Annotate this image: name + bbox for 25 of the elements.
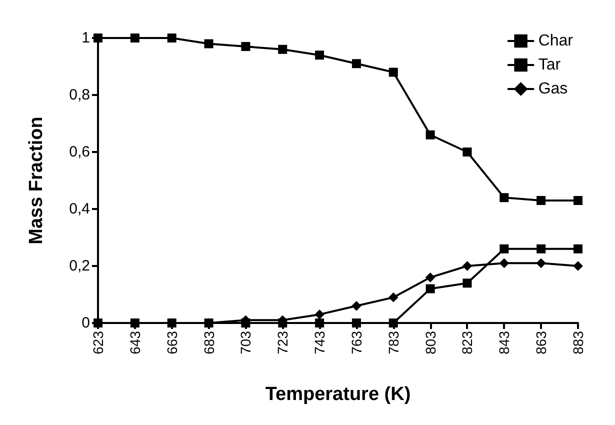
x-tick-label: 783 bbox=[385, 330, 402, 354]
y-tick-label: 0,6 bbox=[69, 144, 90, 160]
x-tick-label: 803 bbox=[422, 330, 438, 354]
x-tick-label: 863 bbox=[533, 330, 550, 354]
x-tick-label: 663 bbox=[164, 330, 180, 354]
legend-label: Char bbox=[538, 32, 574, 50]
x-tick-label: 643 bbox=[126, 330, 143, 354]
x-tick-label: 683 bbox=[200, 330, 217, 354]
x-tick-label: 703 bbox=[238, 330, 254, 354]
legend-label: Tar bbox=[538, 56, 562, 74]
x-tick-label: 723 bbox=[274, 330, 291, 354]
x-tick-label: 623 bbox=[90, 330, 106, 354]
x-tick-label: 883 bbox=[570, 330, 586, 354]
y-tick-label: 0,4 bbox=[69, 200, 90, 218]
x-axis-title: Temperature (K) bbox=[265, 384, 411, 405]
x-tick-label: 843 bbox=[496, 330, 512, 354]
x-tick-label: 823 bbox=[459, 330, 476, 354]
legend-label: Gas bbox=[538, 80, 568, 98]
y-tick-label: 0,2 bbox=[69, 258, 90, 274]
x-tick-label: 763 bbox=[348, 330, 364, 354]
y-tick-label: 0,8 bbox=[69, 86, 90, 104]
x-tick-label: 743 bbox=[312, 330, 328, 354]
y-tick-label: 1 bbox=[82, 30, 90, 46]
y-axis-title: Mass Fraction bbox=[26, 116, 47, 244]
y-tick-label: 0 bbox=[82, 314, 90, 332]
